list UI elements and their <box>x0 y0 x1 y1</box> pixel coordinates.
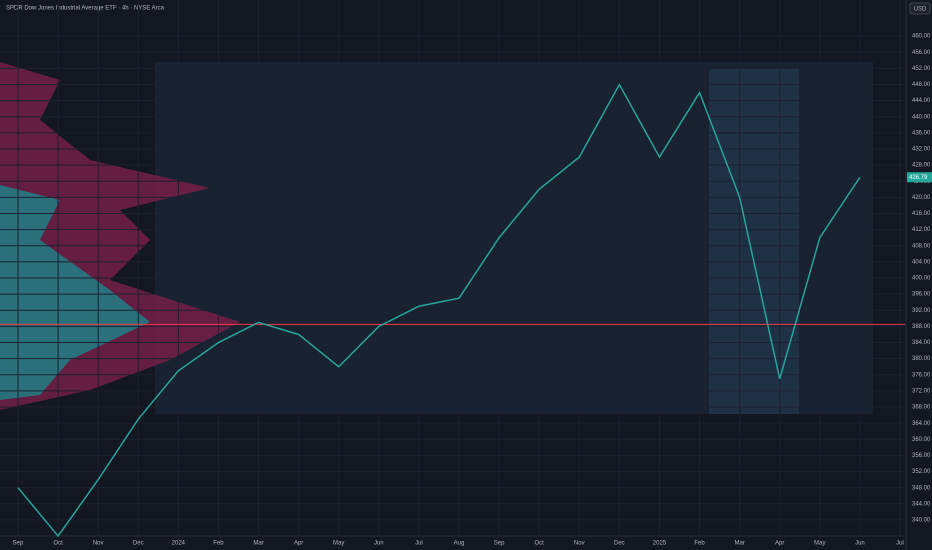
y-tick-label: 340.00 <box>912 518 931 524</box>
y-tick-label: 360.00 <box>912 437 931 443</box>
y-tick-label: 384.00 <box>912 340 931 346</box>
y-tick-label: 408.00 <box>912 243 931 249</box>
x-tick-label: Jul <box>896 541 904 547</box>
chart-title: SPDR Dow Jones Industrial Average ETF · … <box>6 6 165 12</box>
y-tick-label: 368.00 <box>912 405 931 411</box>
currency: USD <box>914 7 927 13</box>
y-tick-label: 416.00 <box>912 211 931 217</box>
volume-profile <box>0 185 150 400</box>
y-tick-label: 448.00 <box>912 82 931 88</box>
x-tick-label: Apr <box>294 541 303 547</box>
y-tick-label: 420.00 <box>912 195 931 201</box>
y-tick-label: 452.00 <box>912 66 931 72</box>
y-tick-label: 380.00 <box>912 356 931 362</box>
range-box <box>709 68 799 414</box>
y-tick-label: 372.00 <box>912 388 931 394</box>
y-tick-label: 440.00 <box>912 114 931 120</box>
x-tick-label: May <box>814 541 825 547</box>
x-tick-label: Jul <box>415 541 423 547</box>
x-tick-label: Feb <box>213 541 224 547</box>
y-tick-label: 460.00 <box>912 34 931 40</box>
x-tick-label: Nov <box>93 541 104 547</box>
x-tick-label: Jun <box>855 541 865 547</box>
y-tick-label: 444.00 <box>912 98 931 104</box>
x-tick-label: Sep <box>13 541 24 547</box>
x-tick-label: May <box>333 541 344 547</box>
x-tick-label: Mar <box>253 541 263 547</box>
y-tick-label: 400.00 <box>912 276 931 282</box>
price-line <box>17 82 861 538</box>
x-tick-label: Nov <box>574 541 585 547</box>
y-tick-label: 388.00 <box>912 324 931 330</box>
x-tick-label: Dec <box>133 541 144 547</box>
y-tick-label: 352.00 <box>912 469 931 475</box>
currency-box <box>909 2 931 15</box>
x-tick-label: Dec <box>614 541 625 547</box>
x-tick-label: Oct <box>535 541 545 547</box>
y-tick-label: 404.00 <box>912 259 931 265</box>
y-tick-label: 428.00 <box>912 163 931 169</box>
y-tick-label: 348.00 <box>912 485 931 491</box>
y-tick-label: 412.00 <box>912 227 931 233</box>
y-tick-label: 396.00 <box>912 292 931 298</box>
y-tick-label: 364.00 <box>912 421 931 427</box>
y-tick-label: 432.00 <box>912 147 931 153</box>
y-tick-label: 356.00 <box>912 453 931 459</box>
y-tick-label: 436.00 <box>912 130 931 136</box>
x-tick-label: 2025 <box>653 541 667 547</box>
x-tick-label: 2024 <box>172 541 186 547</box>
x-tick-label: Apr <box>775 541 784 547</box>
x-tick-label: Aug <box>454 541 465 547</box>
x-tick-label: Oct <box>53 541 63 547</box>
last-price-label: 426.79 <box>909 175 928 181</box>
x-tick-label: Mar <box>734 541 744 547</box>
x-tick-label: Sep <box>494 541 505 547</box>
x-tick-label: Feb <box>694 541 705 547</box>
y-tick-label: 392.00 <box>912 308 931 314</box>
last-price-box <box>907 172 932 183</box>
x-tick-label: Jun <box>374 541 384 547</box>
y-tick-label: 456.00 <box>912 50 931 56</box>
y-tick-label: 344.00 <box>912 501 931 507</box>
y-tick-label: 376.00 <box>912 372 931 378</box>
